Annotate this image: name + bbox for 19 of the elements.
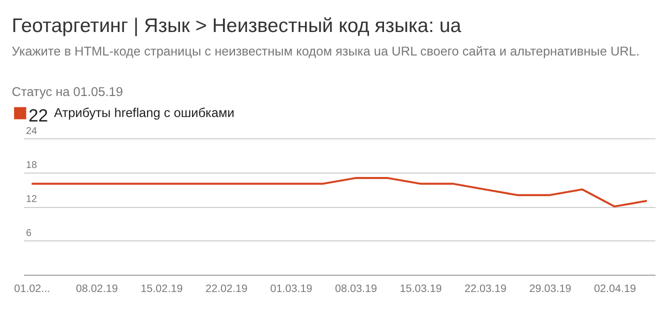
text: 22 (28, 106, 48, 126)
x-tick-label: 15.02.19 (140, 282, 183, 295)
legend-label: Атрибуты hreflang с ошибками (54, 105, 234, 120)
x-tick-label: 08.02.19 (76, 282, 118, 295)
y-tick-label: 24 (26, 126, 38, 137)
x-tick-label: 02.04.19 (594, 282, 636, 295)
x-tick-label: 01.02... (14, 282, 50, 295)
y-tick-label: 12 (26, 194, 37, 206)
x-tick-label: 29.03.19 (529, 282, 572, 295)
y-tick-label: 6 (26, 228, 32, 240)
x-tick-label: 22.02.19 (205, 282, 248, 295)
chart-subtitle: Укажите в HTML-коде страницы с неизвестным кодом языка ua URL своего сайта и альтернативные URL. (12, 44, 640, 59)
x-tick-label: 15.03.19 (400, 282, 442, 295)
text: Статус на 01.05.19 (12, 84, 123, 99)
chart-title: Геотаргетинг | Язык > Неизвестный код языка: ua (12, 15, 462, 38)
x-tick-label: 22.03.19 (464, 282, 507, 295)
x-tick-label: 08.03.19 (334, 282, 377, 295)
y-tick-label: 18 (26, 160, 38, 171)
x-tick-label: 01.03.19 (270, 282, 312, 295)
